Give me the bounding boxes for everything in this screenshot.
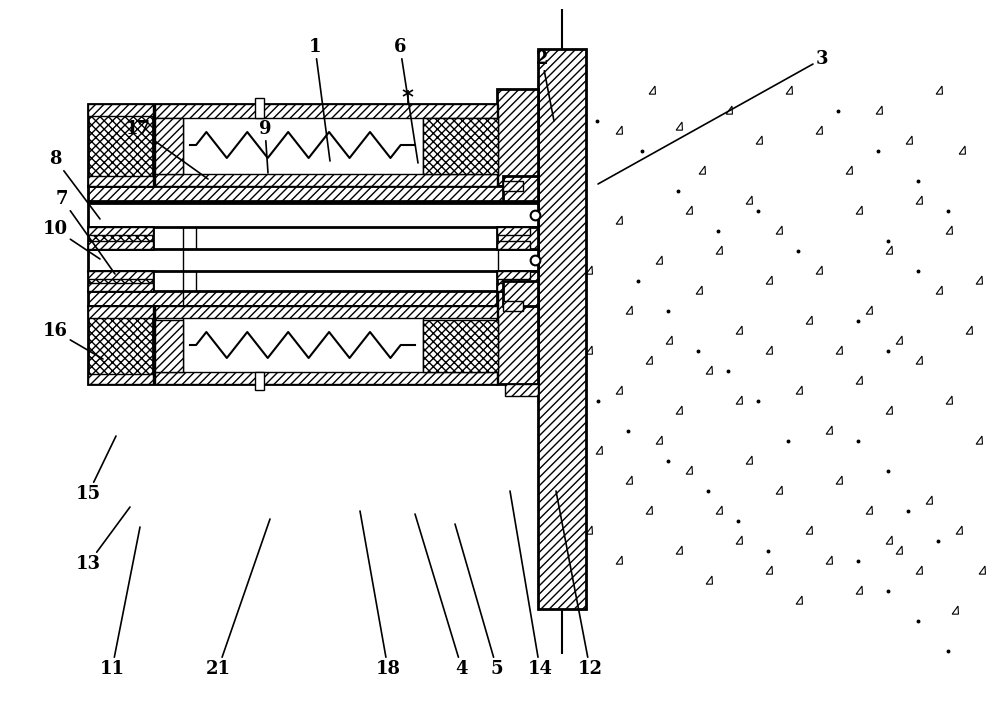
Bar [505, 384, 538, 396]
Text: 3: 3 [598, 50, 828, 184]
Bar [497, 241, 530, 249]
Bar [503, 176, 538, 201]
Text: 16: 16 [42, 322, 103, 359]
Bar [88, 227, 153, 235]
Text: 4: 4 [415, 514, 468, 678]
Bar [155, 174, 497, 186]
Bar [88, 306, 153, 318]
Bar [88, 291, 538, 306]
Text: 5: 5 [455, 524, 503, 678]
Bar [88, 186, 538, 201]
Bar [497, 271, 530, 279]
Bar [423, 118, 498, 174]
Bar [88, 227, 153, 249]
Bar [255, 372, 264, 390]
Text: 6: 6 [394, 38, 418, 163]
Bar [255, 98, 264, 118]
Text: 2: 2 [536, 50, 554, 121]
Bar [88, 271, 153, 291]
Bar [88, 176, 153, 186]
Bar [155, 104, 497, 186]
Bar [88, 374, 153, 384]
Text: 18: 18 [360, 511, 400, 678]
Text: 1: 1 [309, 38, 330, 161]
Text: 12: 12 [556, 491, 602, 678]
Bar [538, 49, 586, 609]
Bar [503, 181, 523, 191]
Bar [497, 271, 538, 291]
Text: 9: 9 [259, 120, 271, 173]
Bar [88, 104, 153, 116]
Bar [497, 227, 538, 249]
Bar [423, 320, 498, 372]
Text: 11: 11 [100, 527, 140, 678]
Text: 15: 15 [75, 436, 116, 503]
Bar [155, 104, 497, 118]
Bar [503, 281, 538, 306]
Bar [88, 271, 153, 279]
Bar [505, 189, 538, 201]
Bar [88, 283, 153, 291]
Text: 14: 14 [510, 491, 552, 678]
Text: 10: 10 [42, 220, 100, 259]
Text: 7: 7 [56, 190, 115, 274]
Bar [155, 306, 497, 318]
Bar [155, 306, 497, 384]
Bar [497, 227, 530, 235]
Bar [88, 249, 538, 271]
Text: 13: 13 [76, 507, 130, 573]
Text: 21: 21 [206, 519, 270, 678]
Bar [503, 301, 523, 311]
Bar [155, 372, 497, 384]
Bar [497, 89, 538, 186]
Bar [88, 306, 153, 384]
Bar [155, 320, 183, 372]
Text: 17: 17 [126, 120, 208, 179]
Bar [155, 118, 183, 174]
Bar [88, 104, 153, 186]
Text: 8: 8 [49, 150, 100, 219]
Bar [497, 291, 538, 384]
Bar [88, 241, 153, 249]
Bar [497, 283, 530, 291]
Bar [88, 203, 538, 227]
